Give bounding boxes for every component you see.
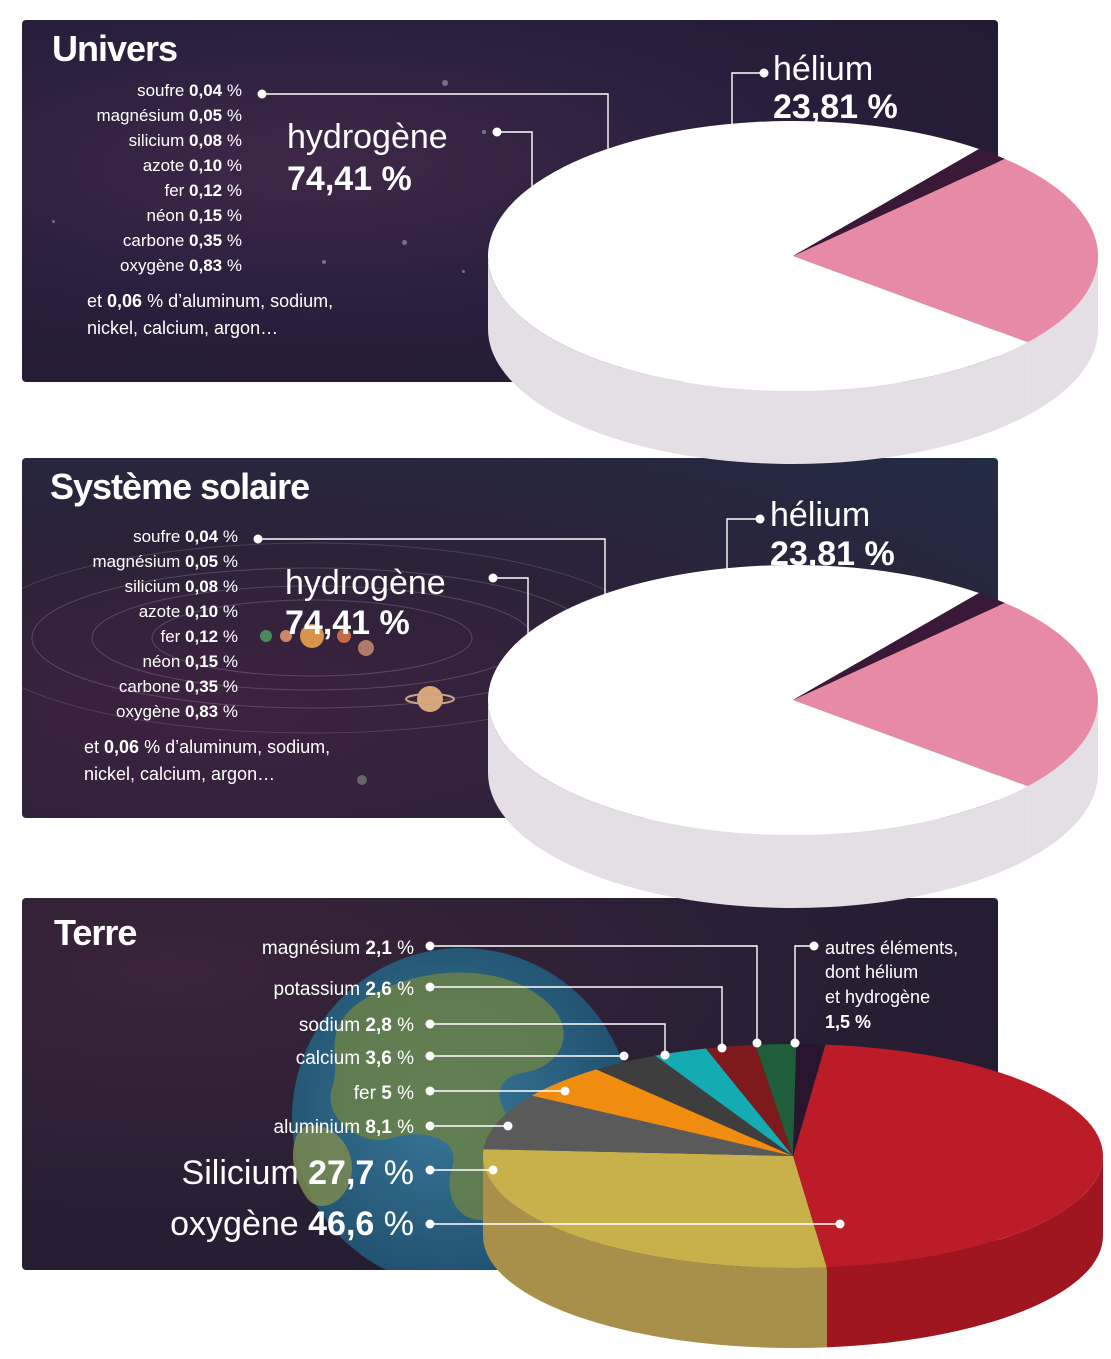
element-item: magnésium 0,05 %	[96, 106, 242, 125]
element-item: fer 0,12 %	[160, 627, 238, 646]
planet-icon	[260, 630, 272, 642]
panel-title-univers: Univers	[52, 28, 178, 69]
planet-icon	[337, 629, 351, 643]
panel-title-systeme-solaire: Système solaire	[50, 466, 310, 507]
element-item: soufre 0,04 %	[133, 527, 238, 546]
element-item: néon 0,15 %	[146, 206, 242, 225]
element-item: carbone 0,35 %	[118, 677, 238, 696]
element-item: fer 0,12 %	[164, 181, 242, 200]
element-item: azote 0,10 %	[142, 156, 242, 175]
planet-icon	[358, 640, 374, 656]
element-item: magnésium 0,05 %	[92, 552, 238, 571]
element-item: néon 0,15 %	[142, 652, 238, 671]
panel-univers: Univers soufre 0,04 % magnésium 0,05 % s…	[22, 20, 998, 382]
pie-side-helium	[1027, 700, 1098, 860]
earth-globe-decoration	[292, 948, 632, 1270]
element-item: azote 0,10 %	[138, 602, 238, 621]
planet-icon	[300, 624, 324, 648]
others-note-univers: et 0,06 % d’aluminum, sodium, nickel, ca…	[87, 291, 334, 338]
planet-icon	[280, 630, 292, 642]
element-item: silicium 0,08 %	[128, 131, 242, 150]
element-item: carbone 0,35 %	[122, 231, 242, 250]
element-item: oxygène 0,83 %	[116, 702, 238, 721]
panel-terre: Terre	[22, 898, 998, 1270]
element-list-solaire: soufre 0,04 % magnésium 0,05 % silicium …	[22, 524, 238, 724]
element-list-univers: soufre 0,04 % magnésium 0,05 % silicium …	[22, 78, 242, 278]
planet-icon	[357, 775, 367, 785]
pie-side-helium	[1027, 256, 1098, 416]
element-item: oxygène 0,83 %	[120, 256, 242, 275]
element-item: soufre 0,04 %	[137, 81, 242, 100]
panel-title-terre: Terre	[54, 912, 137, 953]
planet-icon	[417, 686, 443, 712]
element-item: silicium 0,08 %	[124, 577, 238, 596]
panel-systeme-solaire: Système solaire soufre 0,04 % magnésium …	[22, 458, 998, 818]
others-note-solaire: et 0,06 % d’aluminum, sodium, nickel, ca…	[84, 737, 331, 784]
